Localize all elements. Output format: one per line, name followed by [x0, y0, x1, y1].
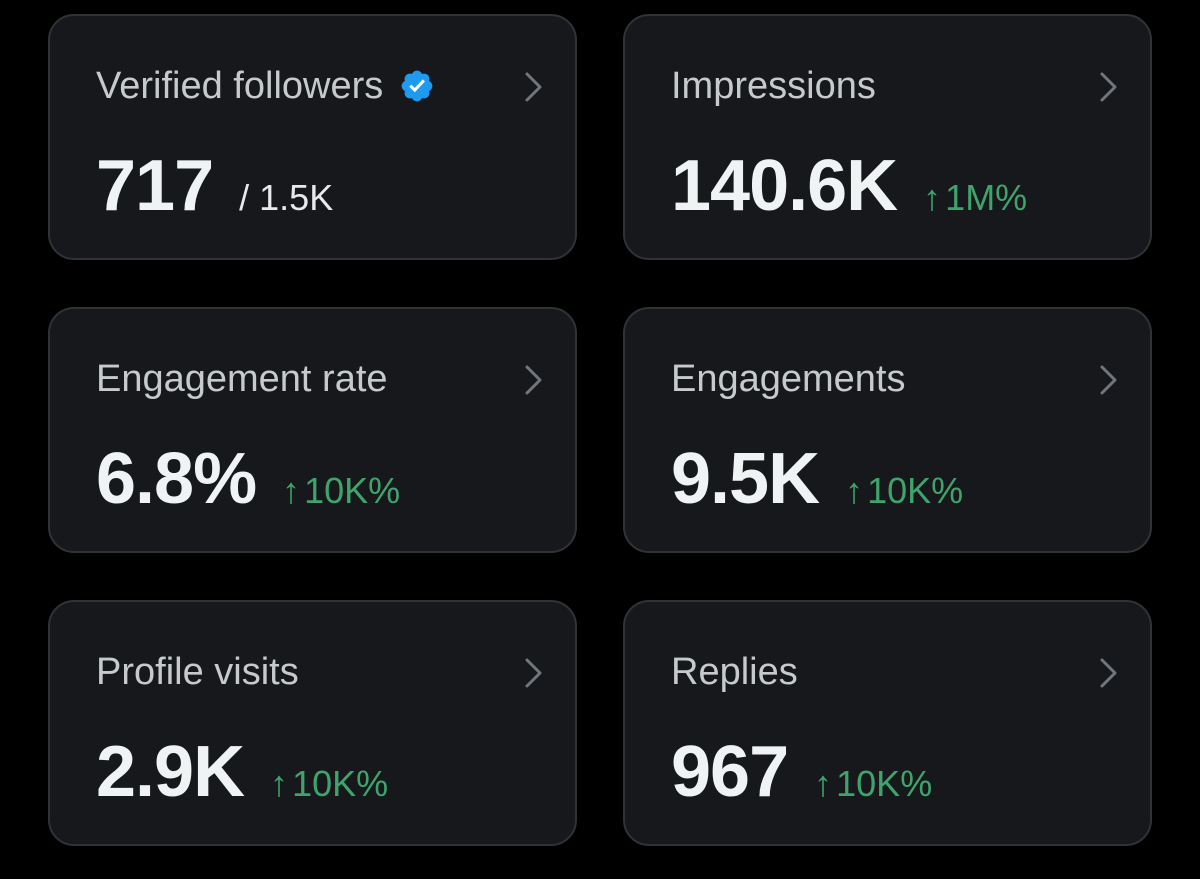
- card-title: Engagement rate: [96, 357, 388, 401]
- card-title-label: Engagements: [671, 358, 906, 400]
- engagement-rate-card[interactable]: Engagement rate 6.8% ↑ 10K%: [48, 307, 577, 553]
- change-indicator: ↑ 1M%: [923, 177, 1027, 219]
- profile-visits-card[interactable]: Profile visits 2.9K ↑ 10K%: [48, 600, 577, 846]
- card-title-label: Engagement rate: [96, 358, 388, 400]
- metric-value-row: 6.8% ↑ 10K%: [96, 439, 400, 519]
- chevron-right-icon: [1100, 365, 1117, 395]
- change-value: 1M%: [945, 177, 1028, 218]
- metric-value: 967: [671, 732, 789, 812]
- card-title-label: Profile visits: [96, 651, 299, 693]
- analytics-card-grid: Verified followers 717 / 1.5K Impression…: [48, 14, 1152, 846]
- metric-value-row: 9.5K ↑ 10K%: [671, 439, 963, 519]
- card-title: Engagements: [671, 357, 906, 401]
- arrow-up-icon: ↑: [814, 763, 833, 804]
- arrow-up-icon: ↑: [845, 470, 864, 511]
- engagements-card[interactable]: Engagements 9.5K ↑ 10K%: [623, 307, 1152, 553]
- metric-value: 717: [96, 146, 214, 226]
- metric-total: / 1.5K: [239, 177, 334, 218]
- metric-value: 9.5K: [671, 439, 820, 519]
- card-title-label: Replies: [671, 651, 798, 693]
- card-title: Verified followers: [96, 64, 435, 108]
- metric-value-row: 140.6K ↑ 1M%: [671, 146, 1027, 226]
- change-indicator: ↑ 10K%: [814, 763, 932, 805]
- metric-value: 2.9K: [96, 732, 245, 812]
- card-title: Replies: [671, 650, 798, 694]
- metric-value-row: 2.9K ↑ 10K%: [96, 732, 388, 812]
- chevron-right-icon: [525, 365, 542, 395]
- chevron-right-icon: [525, 658, 542, 688]
- arrow-up-icon: ↑: [282, 470, 301, 511]
- arrow-up-icon: ↑: [270, 763, 289, 804]
- change-value: 10K%: [304, 470, 401, 511]
- arrow-up-icon: ↑: [923, 177, 942, 218]
- card-title-label: Impressions: [671, 65, 876, 107]
- change-value: 10K%: [292, 763, 389, 804]
- change-indicator: ↑ 10K%: [845, 470, 963, 512]
- change-indicator: ↑ 10K%: [282, 470, 400, 512]
- chevron-right-icon: [525, 72, 542, 102]
- chevron-right-icon: [1100, 658, 1117, 688]
- card-title: Profile visits: [96, 650, 299, 694]
- change-value: 10K%: [867, 470, 964, 511]
- change-value: 10K%: [836, 763, 933, 804]
- impressions-card[interactable]: Impressions 140.6K ↑ 1M%: [623, 14, 1152, 260]
- chevron-right-icon: [1100, 72, 1117, 102]
- metric-value-row: 967 ↑ 10K%: [671, 732, 932, 812]
- metric-value: 6.8%: [96, 439, 257, 519]
- verified-followers-card[interactable]: Verified followers 717 / 1.5K: [48, 14, 577, 260]
- replies-card[interactable]: Replies 967 ↑ 10K%: [623, 600, 1152, 846]
- metric-value: 140.6K: [671, 146, 898, 226]
- change-indicator: ↑ 10K%: [270, 763, 388, 805]
- card-title: Impressions: [671, 64, 876, 108]
- verified-badge-icon: [401, 70, 433, 102]
- card-title-label: Verified followers: [96, 65, 384, 107]
- metric-value-row: 717 / 1.5K: [96, 146, 333, 226]
